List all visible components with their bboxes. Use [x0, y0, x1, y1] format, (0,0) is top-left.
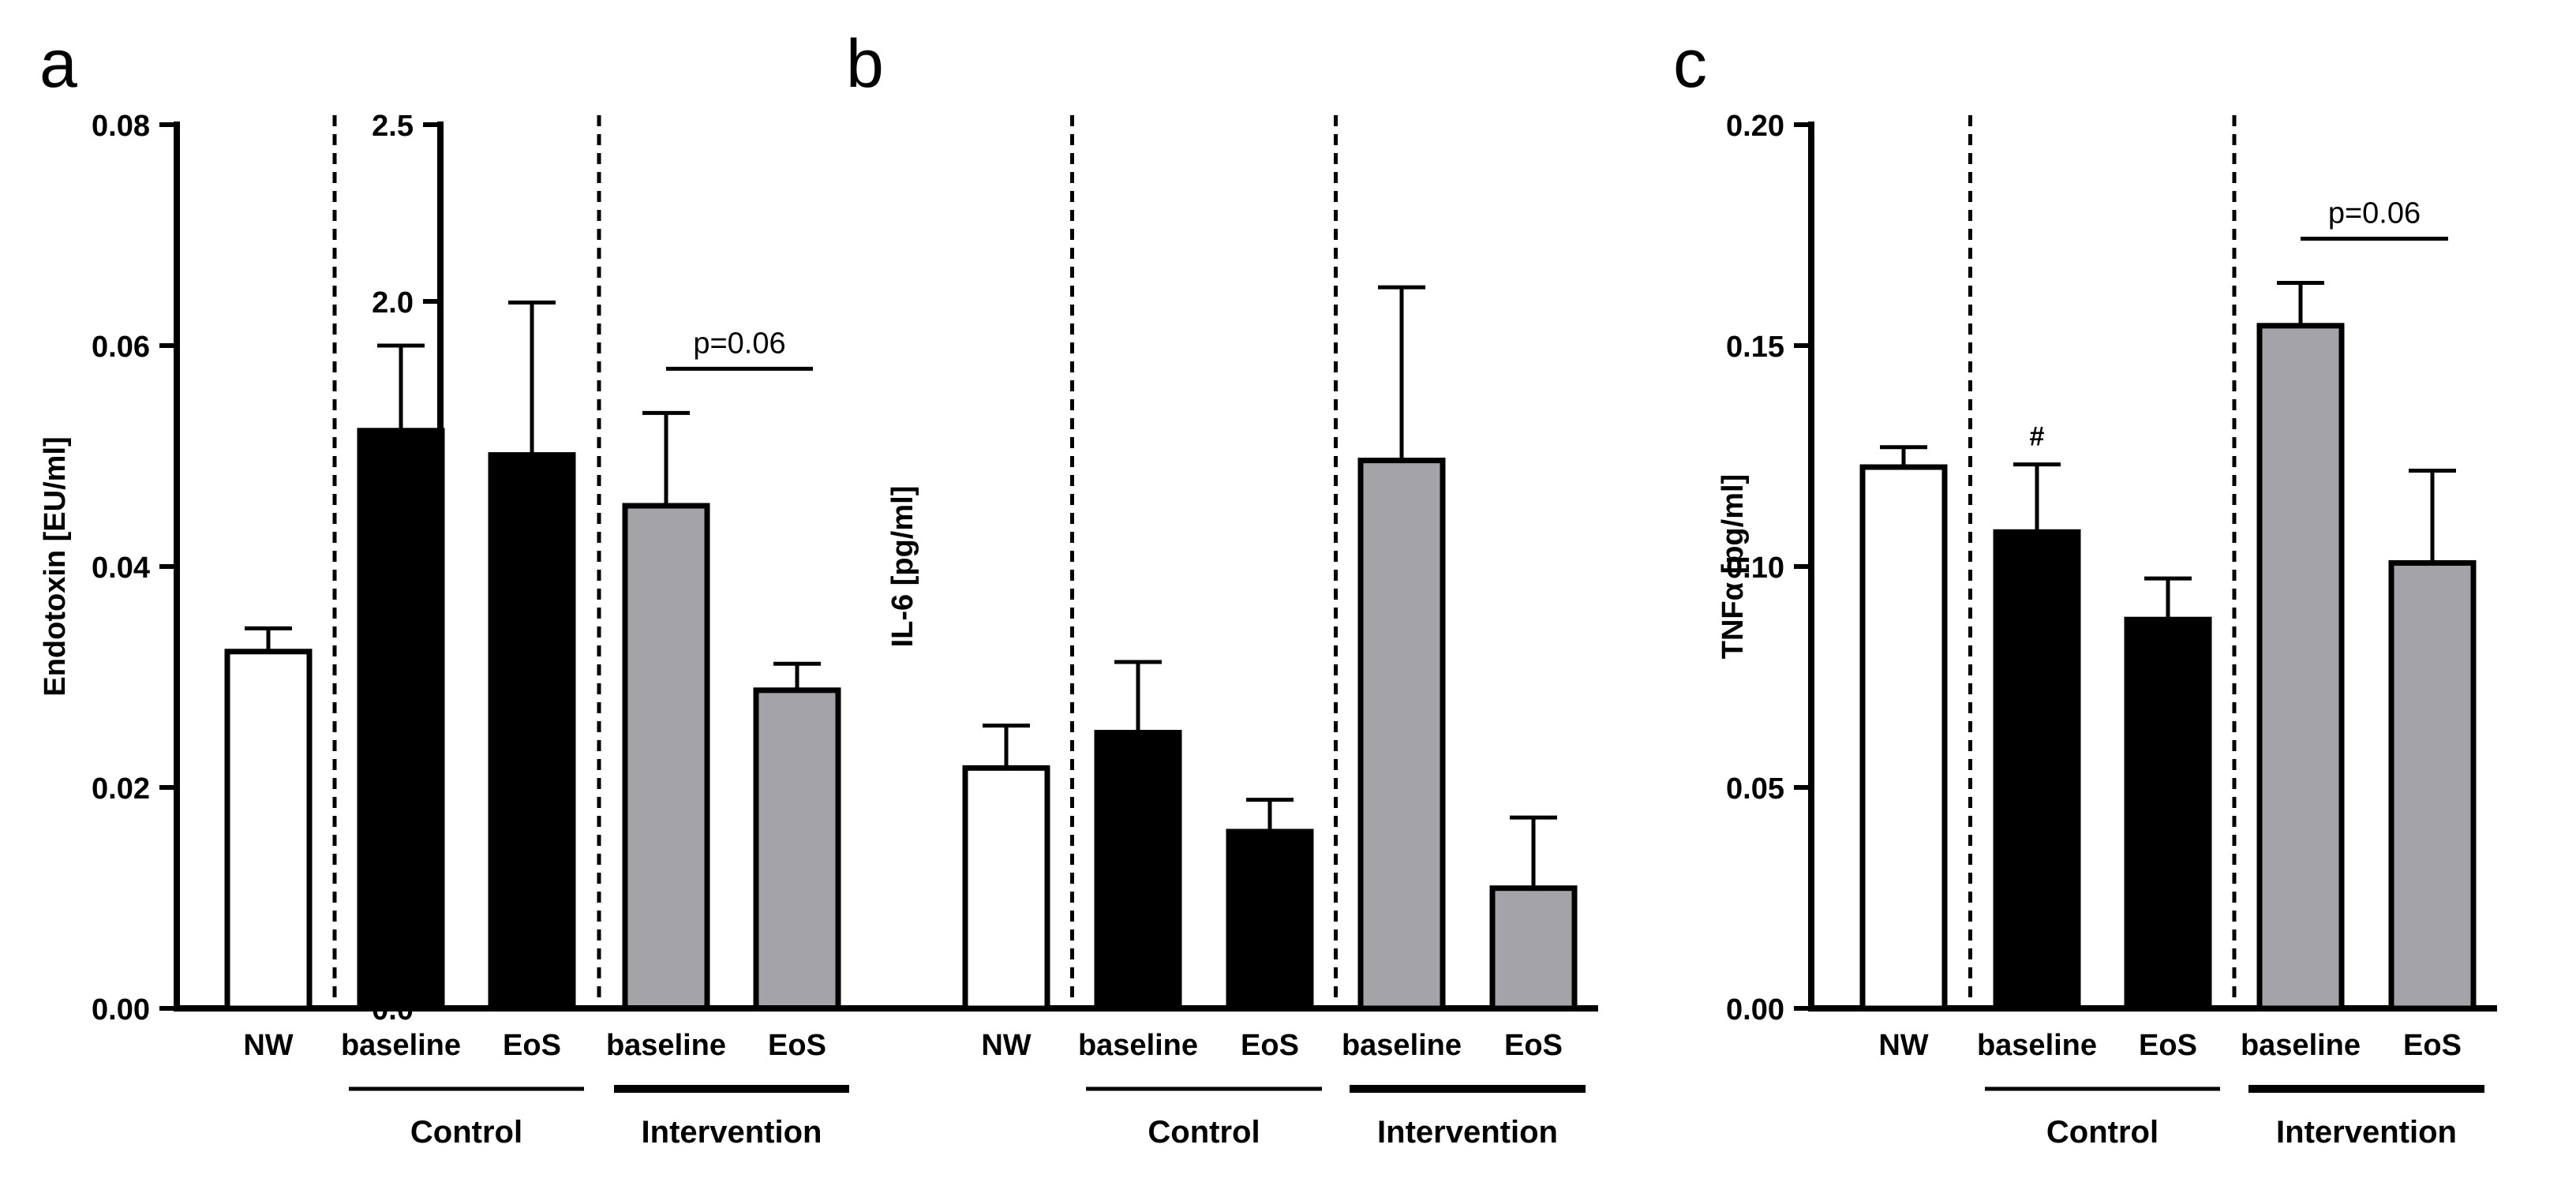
- y-axis-label: IL-6 [pg/ml]: [886, 486, 919, 648]
- category-label: baseline: [606, 1029, 726, 1062]
- y-tick-label: 0.00: [1726, 993, 1784, 1027]
- group-label: Control: [1148, 1115, 1260, 1150]
- bar-intervention: [2256, 323, 2345, 1012]
- category-label: EoS: [1504, 1029, 1563, 1062]
- y-tick-label: 2.0: [372, 286, 414, 320]
- y-tick-label: 0.00: [92, 993, 150, 1027]
- bar-intervention: [1489, 885, 1578, 1012]
- bar-intervention: [2388, 560, 2477, 1012]
- y-tick-label: 0.10: [1726, 552, 1784, 585]
- significance-label: p=0.06: [2328, 196, 2421, 230]
- group-label: Intervention: [642, 1115, 822, 1150]
- category-label: EoS: [2139, 1029, 2197, 1062]
- significance-mark: #: [2030, 422, 2045, 452]
- y-tick-label: 0.15: [1726, 331, 1784, 364]
- panel-label: c: [1673, 26, 1707, 102]
- bar-control: [357, 428, 445, 1012]
- bar-control: [1226, 828, 1314, 1012]
- category-label: baseline: [1342, 1029, 1462, 1062]
- group-label: Control: [2046, 1115, 2159, 1150]
- category-label: EoS: [768, 1029, 826, 1062]
- bar-intervention: [1357, 458, 1446, 1012]
- y-tick-label: 0.06: [92, 331, 150, 364]
- y-tick-label: 0.05: [1726, 772, 1784, 806]
- y-tick-label: 0.20: [1726, 110, 1784, 143]
- category-label: baseline: [341, 1029, 461, 1062]
- group-label: Intervention: [1377, 1115, 1558, 1150]
- bar-intervention: [753, 687, 841, 1012]
- category-label: baseline: [1977, 1029, 2097, 1062]
- y-tick-label: 0.0: [372, 993, 414, 1027]
- category-label: baseline: [1078, 1029, 1198, 1062]
- y-tick-label: 1.0: [372, 640, 414, 673]
- group-label: Control: [410, 1115, 522, 1150]
- bar-control: [1094, 730, 1182, 1012]
- panel-label: b: [846, 26, 884, 102]
- group-label: Intervention: [2276, 1115, 2457, 1150]
- y-tick-label: 0.04: [92, 552, 150, 585]
- category-label: EoS: [1241, 1029, 1299, 1062]
- bar-nw: [962, 765, 1050, 1012]
- bar-control: [488, 452, 576, 1012]
- y-tick-label: 2.5: [372, 110, 414, 143]
- bar-nw: [224, 649, 313, 1012]
- bar-control: [2124, 616, 2212, 1012]
- significance-label: p=0.06: [693, 327, 785, 360]
- y-axis-label: TNFα [pg/ml]: [1717, 474, 1750, 659]
- y-tick-label: 1.5: [372, 463, 414, 496]
- y-tick-label: 0.02: [92, 772, 150, 806]
- category-label: baseline: [2241, 1029, 2361, 1062]
- bar-intervention: [622, 503, 710, 1012]
- category-label: EoS: [503, 1029, 561, 1062]
- y-axis-label: Endotoxin [EU/ml]: [39, 436, 72, 696]
- category-label: EoS: [2403, 1029, 2462, 1062]
- category-label: NW: [981, 1029, 1031, 1062]
- panel-label: a: [39, 26, 77, 102]
- category-label: NW: [243, 1029, 293, 1062]
- bar-nw: [1859, 464, 1948, 1012]
- y-tick-label: 0.5: [372, 817, 414, 850]
- bar-control: [1993, 529, 2081, 1012]
- y-tick-label: 0.08: [92, 110, 150, 143]
- category-label: NW: [1878, 1029, 1928, 1062]
